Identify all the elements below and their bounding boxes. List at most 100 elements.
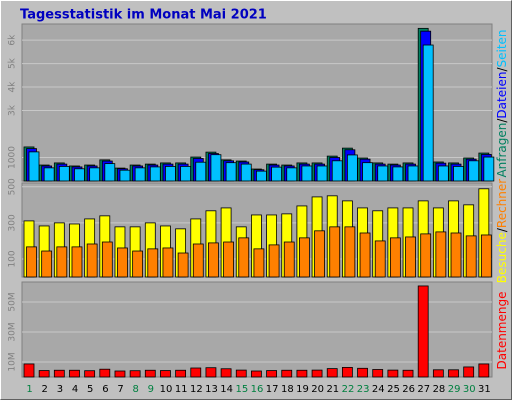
y-tick-label: 30M bbox=[8, 322, 18, 341]
x-tick-label: 29 bbox=[448, 384, 461, 395]
y-tick-label: 100 bbox=[8, 250, 18, 267]
bar bbox=[56, 246, 68, 278]
bar bbox=[99, 368, 111, 378]
x-tick-label: 20 bbox=[311, 384, 324, 395]
bar bbox=[180, 166, 192, 182]
bar bbox=[223, 241, 234, 278]
bar bbox=[271, 166, 282, 182]
x-tick-label: 13 bbox=[205, 384, 218, 395]
x-tick-label: 19 bbox=[296, 384, 309, 395]
bar bbox=[453, 166, 464, 182]
x-tick-label: 27 bbox=[417, 384, 430, 395]
bar bbox=[192, 243, 204, 278]
bar bbox=[195, 161, 207, 182]
x-tick-label: 1 bbox=[26, 384, 32, 395]
y-tick-label: 1000 bbox=[8, 146, 18, 169]
bar bbox=[448, 369, 459, 378]
bar bbox=[253, 248, 265, 278]
bar bbox=[359, 232, 371, 278]
x-tick-label: 12 bbox=[190, 384, 203, 395]
bar bbox=[463, 366, 475, 378]
x-tick-label: 8 bbox=[133, 384, 139, 395]
bar bbox=[478, 363, 490, 378]
bar bbox=[450, 232, 462, 278]
x-tick-label: 14 bbox=[220, 384, 233, 395]
bar bbox=[301, 165, 313, 182]
x-tick-label: 18 bbox=[281, 384, 294, 395]
bar bbox=[407, 165, 419, 182]
legend-entry: Besuche bbox=[495, 232, 509, 283]
x-tick-label: 5 bbox=[87, 384, 93, 395]
bar bbox=[101, 241, 113, 278]
bar bbox=[326, 368, 338, 378]
bar bbox=[41, 250, 53, 278]
legend-entry: Rechner bbox=[495, 179, 509, 228]
bar bbox=[71, 246, 83, 278]
bar bbox=[86, 243, 98, 278]
panel bbox=[21, 23, 493, 182]
bar bbox=[432, 369, 444, 378]
bar bbox=[149, 166, 161, 182]
y-tick-label: 10M bbox=[8, 352, 18, 371]
bar bbox=[437, 165, 449, 182]
y-tick-label: 5k bbox=[8, 57, 18, 69]
bar bbox=[240, 163, 252, 182]
legend: Besuche/Rechner bbox=[495, 179, 509, 283]
bar bbox=[225, 162, 237, 182]
bar bbox=[210, 154, 222, 182]
bar bbox=[329, 226, 341, 278]
bar bbox=[147, 248, 159, 278]
bar bbox=[377, 165, 389, 182]
bar bbox=[132, 250, 144, 278]
legend-entry: Anfragen bbox=[495, 123, 509, 178]
bar bbox=[165, 166, 176, 182]
bar bbox=[405, 236, 416, 278]
x-tick-label: 28 bbox=[433, 384, 446, 395]
x-tick-label: 30 bbox=[463, 384, 476, 395]
bar bbox=[235, 369, 247, 378]
x-tick-label: 24 bbox=[372, 384, 385, 395]
bar bbox=[69, 369, 80, 378]
x-tick-label: 17 bbox=[266, 384, 279, 395]
bar bbox=[314, 230, 325, 278]
legend: Datenmenge bbox=[495, 292, 509, 370]
bar bbox=[43, 167, 55, 182]
bar bbox=[465, 235, 477, 278]
bar bbox=[387, 369, 399, 378]
bar bbox=[268, 244, 280, 278]
x-tick-label: 3 bbox=[57, 384, 63, 395]
x-tick-label: 10 bbox=[160, 384, 173, 395]
bar bbox=[316, 165, 328, 182]
bar bbox=[283, 241, 295, 278]
x-tick-label: 2 bbox=[42, 384, 48, 395]
bar bbox=[417, 285, 429, 378]
bar bbox=[162, 247, 174, 278]
bar bbox=[389, 237, 401, 278]
x-tick-label: 23 bbox=[357, 384, 370, 395]
bar bbox=[422, 44, 434, 182]
bar bbox=[134, 167, 146, 182]
bar bbox=[392, 166, 404, 182]
bar bbox=[117, 247, 128, 278]
bar bbox=[372, 369, 384, 378]
chart-title: Tagesstatistik im Monat Mai 2021 bbox=[20, 8, 267, 23]
bar bbox=[53, 369, 65, 378]
bar bbox=[251, 370, 262, 378]
bar bbox=[160, 370, 171, 378]
bar bbox=[357, 367, 368, 378]
bar bbox=[238, 237, 250, 278]
x-tick-label: 21 bbox=[326, 384, 339, 395]
bar bbox=[346, 154, 358, 182]
x-tick-label: 16 bbox=[251, 384, 264, 395]
bar bbox=[119, 169, 131, 182]
bar bbox=[26, 246, 37, 278]
bar bbox=[89, 167, 101, 182]
bar bbox=[177, 252, 189, 278]
bar bbox=[144, 369, 156, 378]
bar bbox=[374, 240, 386, 278]
bar bbox=[344, 226, 356, 278]
x-tick-label: 22 bbox=[342, 384, 355, 395]
y-tick-label: 3k bbox=[8, 104, 18, 116]
